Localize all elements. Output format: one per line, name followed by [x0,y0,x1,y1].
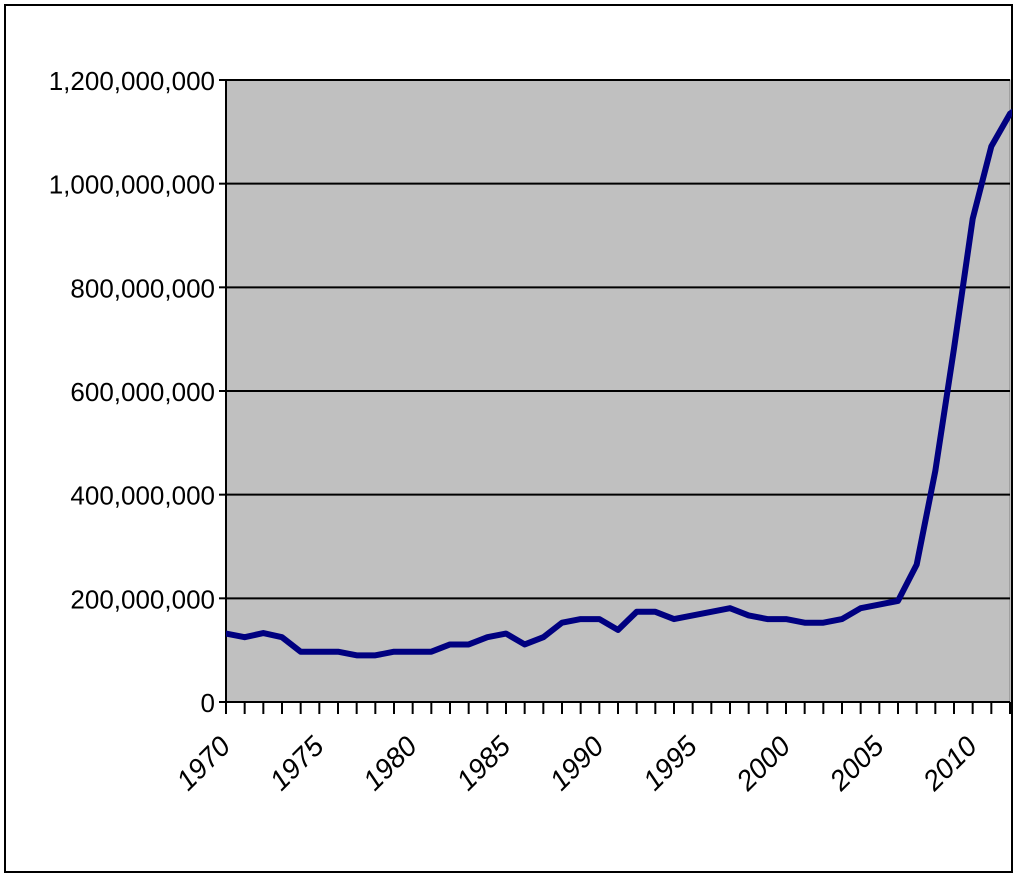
y-tick-label: 1,200,000,000 [49,66,215,96]
series-line [226,108,1012,659]
x-tick-labels: 1970 1975 1980 1985 1990 1995 2000 2005 2010 [170,730,983,797]
y-tick-label: 200,000,000 [70,584,215,614]
x-tick-label: 1995 [637,730,703,796]
y-tick-label: 400,000,000 [70,481,215,511]
y-tick-label: 800,000,000 [70,273,215,303]
y-tick-label: 0 [201,688,215,718]
x-tick-label: 2000 [730,730,797,797]
y-tick-labels: 0 200,000,000 400,000,000 600,000,000 800,00… [49,66,215,718]
y-tick-label: 600,000,000 [70,377,215,407]
x-ticks [225,702,1011,714]
x-tick-label: 1975 [264,730,330,796]
x-tick-label: 1985 [450,730,516,796]
x-tick-label: 1980 [357,730,423,796]
series-group [226,108,1012,659]
x-tick-label: 1970 [170,730,236,796]
x-tick-label: 1990 [544,730,610,796]
y-tick-label: 1,000,000,000 [49,170,215,200]
x-tick-label: 2005 [823,730,890,797]
x-tick-label: 2010 [916,730,983,797]
grid-lines [219,79,1010,703]
